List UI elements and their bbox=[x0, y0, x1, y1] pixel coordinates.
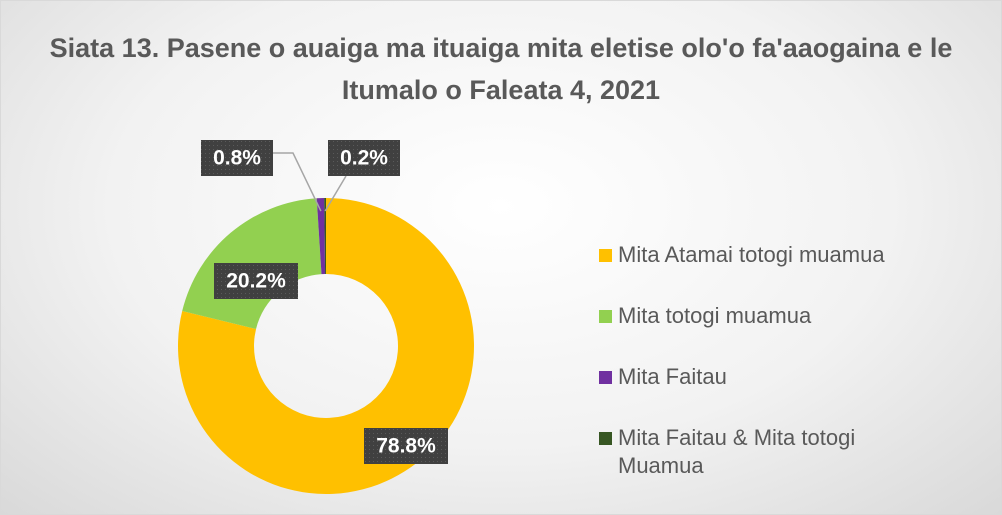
leader-line bbox=[273, 152, 322, 212]
donut-slice bbox=[316, 198, 326, 275]
data-label: 0.8% bbox=[213, 147, 261, 170]
legend-label: Mita Faitau & Mita totogi Muamua bbox=[618, 425, 856, 478]
legend-swatch bbox=[599, 249, 612, 262]
legend-swatch bbox=[599, 432, 612, 445]
legend-item: Mita Atamai totogi muamua bbox=[599, 241, 939, 302]
legend-swatch bbox=[599, 310, 612, 323]
chart-title: Siata 13. Pasene o auaiga ma ituaiga mit… bbox=[49, 33, 953, 105]
legend-label: Mita totogi muamua bbox=[618, 303, 812, 328]
data-label: 0.2% bbox=[340, 147, 388, 170]
donut-slice bbox=[324, 198, 326, 275]
legend-item: Mita Faitau & Mita totogi Muamua bbox=[599, 424, 939, 485]
leader-line bbox=[324, 175, 347, 212]
legend-item: Mita totogi muamua bbox=[599, 302, 939, 363]
legend: Mita Atamai totogi muamua Mita totogi mua… bbox=[599, 241, 939, 485]
legend-swatch bbox=[599, 371, 612, 384]
data-label: 20.2% bbox=[226, 270, 286, 293]
data-label-box bbox=[214, 263, 298, 299]
donut-slice bbox=[178, 198, 474, 495]
legend-item: Mita Faitau bbox=[599, 363, 939, 424]
legend-label: Mita Faitau bbox=[618, 364, 727, 389]
data-label-box bbox=[201, 140, 273, 176]
data-label: 78.8% bbox=[376, 435, 436, 458]
data-label-box bbox=[328, 140, 400, 176]
legend-label: Mita Atamai totogi muamua bbox=[618, 242, 885, 267]
data-label-box bbox=[364, 428, 448, 464]
